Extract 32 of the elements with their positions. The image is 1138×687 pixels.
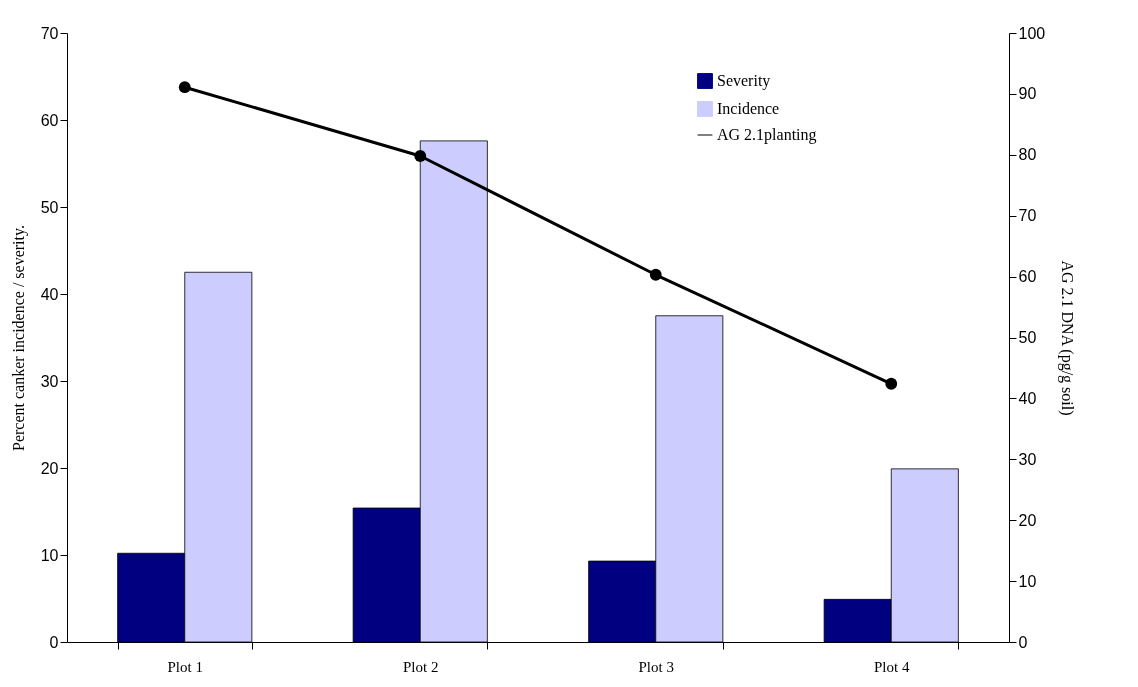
y-tick-label: 70 — [40, 24, 59, 42]
legend-label: Incidence — [717, 100, 780, 117]
y2-tick-label: 60 — [1018, 268, 1037, 286]
y2-tick-label: 100 — [1018, 24, 1046, 42]
x-tick-label: Plot 3 — [638, 658, 674, 675]
legend-label: AG 2.1planting — [717, 126, 817, 144]
y2-tick-label: 20 — [1018, 511, 1037, 529]
y2-tick-label: 70 — [1018, 207, 1037, 225]
point — [414, 150, 427, 162]
y-tick-label: 60 — [40, 111, 59, 129]
point — [885, 377, 898, 390]
y-tick-label: 30 — [40, 372, 59, 390]
y2-tick-label: 0 — [1018, 633, 1028, 651]
y-tick-label: 20 — [40, 459, 59, 477]
x-tick-label: Plot 4 — [874, 658, 910, 675]
x-tick-label: Plot 2 — [403, 658, 439, 675]
y2-tick-label: 90 — [1018, 85, 1037, 103]
y-tick-label: 10 — [40, 546, 59, 564]
legend-label: Severity — [717, 72, 771, 90]
x-tick-label: Plot 1 — [167, 658, 203, 675]
y2-tick-label: 50 — [1018, 329, 1037, 346]
y-tick-label: 50 — [40, 198, 59, 216]
y-tick-label: 0 — [49, 633, 59, 651]
y-axis-title: Percent canker incidence / severity. — [9, 225, 28, 451]
y2-tick-label: 80 — [1018, 146, 1037, 164]
y2-tick-label: 30 — [1018, 450, 1037, 468]
y-tick-label: 40 — [40, 285, 59, 303]
y2-axis-title: AG 2.1 DNA (pg/g soil) — [1058, 260, 1077, 416]
y2-tick-label: 10 — [1018, 572, 1037, 590]
point — [178, 81, 191, 94]
point — [649, 268, 662, 281]
y2-tick-label: 40 — [1018, 389, 1037, 407]
